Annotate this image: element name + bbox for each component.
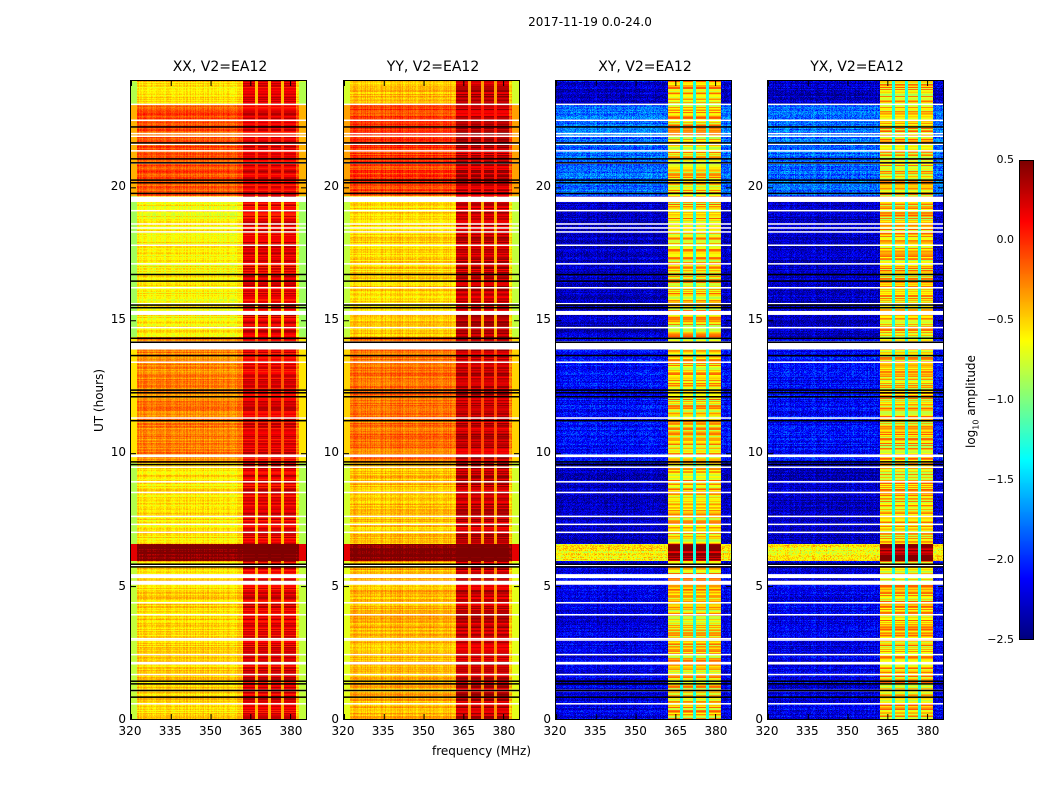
y-axis-label: UT (hours)	[92, 368, 106, 432]
y-tick-label: 15	[110, 312, 126, 326]
y-tick-label: 10	[110, 445, 126, 460]
x-tick-label: 335	[583, 724, 607, 738]
colorbar-label-suffix: amplitude	[964, 355, 978, 420]
y-tick-label: 10	[747, 445, 763, 460]
x-tick-label: 365	[876, 724, 900, 738]
y-tick-label: 5	[543, 578, 551, 593]
heatmap-yy-canvas	[344, 81, 519, 719]
colorbar-tick-label: 0.5	[996, 153, 1015, 166]
x-tick-label: 380	[279, 724, 303, 738]
y-tick-label: 20	[323, 178, 339, 193]
x-tick-label: 365	[452, 724, 476, 738]
x-tick-label: 365	[664, 724, 688, 738]
x-tick-label: 350	[412, 724, 435, 738]
y-tick-label: 5	[331, 578, 339, 593]
y-tick-label: 15	[323, 312, 339, 326]
x-tick-label: 335	[795, 724, 819, 738]
x-tick-label: 350	[836, 724, 859, 738]
colorbar-tick-label: −0.5	[987, 313, 1014, 326]
colorbar-label-prefix: log	[964, 429, 978, 448]
colorbar-tick-label: −2.5	[987, 633, 1014, 646]
colorbar-label-sub: 10	[971, 419, 981, 430]
y-tick-label: 20	[747, 178, 763, 193]
panel-title-yy: YY, V2=EA12	[386, 59, 480, 75]
x-tick-label: 380	[704, 724, 728, 738]
y-tick-label: 10	[323, 445, 339, 460]
x-tick-label: 320	[331, 724, 355, 738]
heatmap-xy	[555, 80, 732, 720]
colorbar-label: log10 amplitude	[964, 355, 980, 448]
panel-title-xx: XX, V2=EA12	[172, 59, 268, 75]
panel-title-xy: XY, V2=EA12	[598, 59, 692, 75]
figure-title: 2017-11-19 0.0-24.0	[528, 15, 652, 29]
y-tick-label: 0	[118, 712, 126, 726]
heatmap-xx	[130, 80, 307, 720]
y-tick-label: 15	[747, 312, 763, 326]
colorbar	[1019, 160, 1034, 640]
x-tick-label: 335	[371, 724, 395, 738]
colorbar-tick-label: −1.5	[987, 473, 1014, 486]
y-tick-label: 5	[118, 578, 126, 593]
heatmap-yy	[343, 80, 520, 720]
x-tick-label: 320	[755, 724, 779, 738]
x-tick-label: 320	[118, 724, 142, 738]
y-tick-label: 10	[535, 445, 551, 460]
heatmap-xx-canvas	[131, 81, 306, 719]
y-tick-label: 0	[331, 712, 339, 726]
colorbar-tick-label: 0.0	[996, 233, 1015, 246]
x-tick-label: 335	[158, 724, 182, 738]
y-tick-label: 15	[535, 312, 551, 326]
x-tick-label: 350	[199, 724, 222, 738]
panel-title-yx: YX, V2=EA12	[810, 59, 904, 75]
x-tick-label: 350	[624, 724, 647, 738]
heatmap-xy-canvas	[556, 81, 731, 719]
colorbar-gradient	[1020, 161, 1033, 639]
x-axis-label: frequency (MHz)	[432, 744, 532, 758]
y-tick-label: 5	[755, 578, 763, 593]
y-tick-label: 20	[110, 178, 126, 193]
heatmap-yx	[767, 80, 944, 720]
x-tick-label: 320	[543, 724, 567, 738]
colorbar-tick-label: −2.0	[987, 553, 1014, 566]
y-tick-label: 0	[543, 712, 551, 726]
x-tick-label: 380	[916, 724, 940, 738]
y-tick-label: 20	[535, 178, 551, 193]
y-tick-label: 0	[755, 712, 763, 726]
x-tick-label: 365	[239, 724, 263, 738]
colorbar-tick-label: −1.0	[987, 393, 1014, 406]
heatmap-yx-canvas	[768, 81, 943, 719]
x-tick-label: 380	[492, 724, 516, 738]
